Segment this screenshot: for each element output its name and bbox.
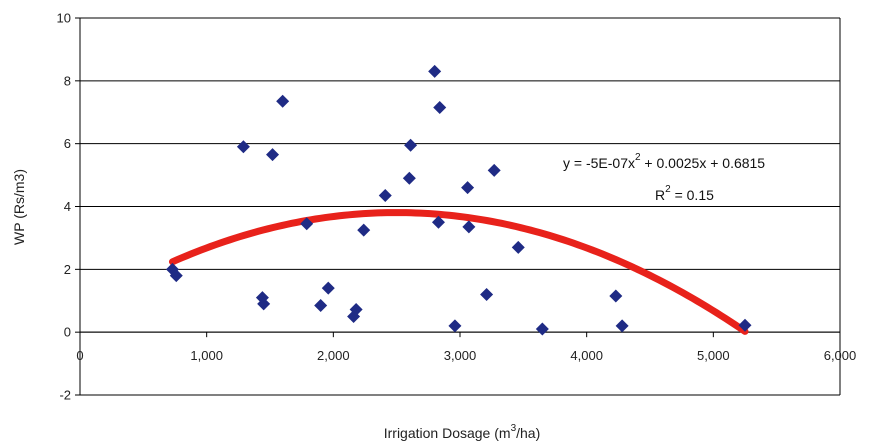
x-tick-label: 0 [76,348,83,363]
data-point [535,322,549,336]
data-point [349,303,363,317]
data-points [165,64,752,336]
data-point [448,319,462,333]
x-tick-label: 2,000 [317,348,350,363]
y-axis-title: WP (Rs/m3) [11,169,27,245]
data-point [314,298,328,312]
data-point [431,215,445,229]
y-tick-label: 4 [64,199,71,214]
x-axis-title: Irrigation Dosage (m3/ha) [384,423,541,441]
x-tick-labels: 0 1,000 2,000 3,000 4,000 5,000 6,000 [76,348,856,363]
data-point [609,289,623,303]
axes [75,17,841,396]
data-point [378,189,392,203]
data-point [487,163,501,177]
data-point [357,223,371,237]
x-tick-label: 6,000 [824,348,857,363]
data-point [300,217,314,231]
data-point [615,319,629,333]
y-tick-labels: -2 0 2 4 6 8 10 [57,11,71,403]
data-point [402,171,416,185]
gridlines [80,17,840,396]
data-point [480,287,494,301]
trendline [168,209,749,335]
y-tick-label: 2 [64,262,71,277]
x-tick-label: 1,000 [190,348,223,363]
data-point [461,181,475,195]
y-tick-label: -2 [59,388,71,403]
trendline-group [168,209,749,335]
y-tick-label: 8 [64,73,71,88]
data-point [462,220,476,234]
x-tick-label: 4,000 [570,348,603,363]
data-point [738,318,752,332]
data-point [236,140,250,154]
data-point [257,297,271,311]
y-tick-label: 10 [57,11,71,26]
x-tick-label: 5,000 [697,348,730,363]
data-point [276,94,290,108]
data-point [433,101,447,115]
x-tick-label: 3,000 [444,348,477,363]
r-squared-label: R2 = 0.15 [655,184,714,203]
data-point [169,269,183,283]
data-point [266,148,280,162]
y-tick-label: 0 [64,325,71,340]
data-point [428,64,442,78]
data-point [511,240,525,254]
data-point [404,138,418,152]
trendline-equation: y = -5E-07x2 + 0.0025x + 0.6815 [563,152,765,171]
y-tick-label: 6 [64,136,71,151]
data-point [321,281,335,295]
